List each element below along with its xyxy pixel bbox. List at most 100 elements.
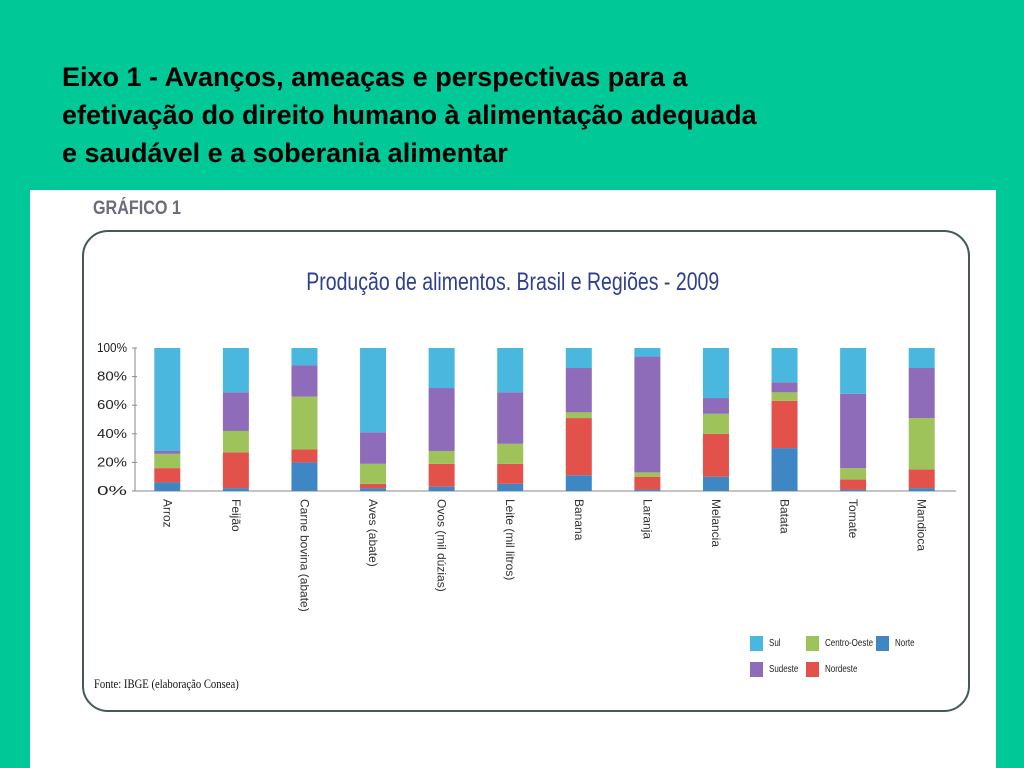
bar-segment	[771, 348, 798, 383]
chart-figure: GRÁFICO 1 Produção de alimentos. Brasil …	[30, 190, 996, 768]
bar-segment	[634, 476, 661, 490]
x-tick-label: Laranja	[640, 499, 654, 539]
bar-segment	[154, 348, 181, 451]
bar-segment	[702, 348, 729, 399]
bar-segment	[154, 482, 181, 491]
bar-segment	[702, 433, 729, 477]
bar-segment	[291, 396, 318, 450]
x-tick-label: Leite (mil litros)	[503, 499, 517, 580]
bar-segment	[840, 468, 867, 480]
bar-segment	[840, 479, 867, 490]
legend-swatch	[806, 662, 819, 677]
bar-segment	[222, 488, 249, 491]
legend-label: Centro-Oeste	[825, 638, 874, 649]
bar-segment	[634, 489, 661, 491]
bar-segment	[497, 463, 524, 484]
bar-segment	[634, 356, 661, 473]
x-tick-label: Tomate	[846, 499, 860, 539]
y-tick-label: 60%	[97, 397, 127, 412]
bar-segment	[497, 443, 524, 464]
legend-swatch	[806, 636, 819, 651]
legend-label: Nordeste	[825, 664, 858, 675]
bar-segment	[565, 418, 592, 476]
bar-segment	[222, 348, 249, 393]
legend-swatch	[750, 662, 763, 677]
x-tick-label: Mandioca	[915, 499, 929, 551]
figure-label: GRÁFICO 1	[93, 198, 181, 219]
bar-segment	[565, 348, 592, 369]
legend-label: Norte	[895, 638, 915, 649]
bar-segment	[291, 365, 318, 397]
x-tick-label: Melancia	[709, 499, 723, 547]
y-tick-label: 40%	[97, 426, 127, 441]
y-tick-label: 100%	[97, 340, 127, 355]
bar-segment	[634, 472, 661, 477]
bar-segment	[771, 448, 798, 491]
legend-swatch	[876, 636, 889, 651]
bar-segment	[154, 468, 181, 483]
bar-segment	[428, 348, 455, 389]
bar-segment	[771, 382, 798, 393]
x-tick-label: Feijão	[229, 499, 243, 532]
bar-segment	[908, 469, 935, 489]
legend-label: Sudeste	[769, 664, 799, 675]
bar-segment	[154, 453, 181, 469]
y-tick-label: 20%	[97, 454, 127, 469]
bar-segment	[222, 452, 249, 489]
bar-segment	[702, 413, 729, 434]
legend-label: Sul	[769, 638, 781, 649]
bar-segment	[908, 348, 935, 369]
legend-swatch	[750, 636, 763, 651]
bar-segment	[428, 463, 455, 487]
bar-segment	[840, 393, 867, 469]
stacked-bar-chart: 0% 20% 40% 60% 80% 100% Arroz Feijão Carne bovin…	[97, 340, 956, 612]
x-tick-label: Carne bovina (abate)	[297, 499, 311, 612]
chart-title: Produção de alimentos. Brasil e Regiões …	[30, 268, 996, 297]
bar-segment	[702, 476, 729, 491]
chart-title-text: Produção de alimentos. Brasil e Regiões …	[306, 268, 720, 296]
slide-title: Eixo 1 - Avanços, ameaças e perspectivas…	[62, 58, 962, 172]
x-tick-label: Arroz	[160, 499, 174, 528]
bar-segment	[840, 489, 867, 491]
chart-frame	[82, 230, 970, 712]
bar-segment	[908, 488, 935, 491]
bar-segment	[428, 450, 455, 464]
legend-item: Centro-Oeste	[806, 636, 885, 651]
bar-segment	[771, 392, 798, 401]
bar-segment	[634, 348, 661, 357]
slide-title-line: efetivação do direito humano à alimentaç…	[62, 100, 757, 130]
bar-segment	[908, 368, 935, 419]
x-tick-label: Aves (abate)	[366, 499, 380, 567]
bar-segment	[360, 432, 387, 464]
y-tick-label: 80%	[97, 369, 127, 384]
bar-segment	[360, 348, 387, 433]
x-tick-label: Banana	[572, 499, 586, 541]
bar-segment	[497, 483, 524, 491]
bar-segment	[291, 348, 318, 366]
bar-segment	[360, 483, 387, 489]
bar-segment	[222, 430, 249, 453]
x-tick-label: Batata	[778, 499, 792, 534]
bar-segment	[771, 400, 798, 449]
bar-segment	[428, 388, 455, 451]
bar-segment	[908, 418, 935, 470]
bar-segment	[565, 368, 592, 413]
x-tick-label: Ovos (mil dúzias)	[435, 499, 449, 592]
bar-segment	[565, 475, 592, 491]
bar-segment	[154, 450, 181, 454]
bar-segment	[497, 348, 524, 393]
source-note: Fonte: IBGE (elaboração Consea)	[94, 676, 239, 691]
legend-item: Sul	[750, 636, 783, 651]
bar-segment	[428, 486, 455, 491]
bar-segment	[291, 449, 318, 463]
bar-segment	[497, 392, 524, 444]
legend-item: Nordeste	[806, 662, 866, 677]
bar-segment	[360, 488, 387, 491]
bar-segment	[360, 463, 387, 484]
slide-title-line: Eixo 1 - Avanços, ameaças e perspectivas…	[62, 62, 688, 92]
legend-item: Norte	[876, 636, 919, 651]
bar-segment	[565, 412, 592, 419]
slide-title-line: e saudável e a soberania alimentar	[62, 138, 508, 168]
y-tick-label: 0%	[97, 483, 128, 498]
bar-segment	[840, 348, 867, 394]
